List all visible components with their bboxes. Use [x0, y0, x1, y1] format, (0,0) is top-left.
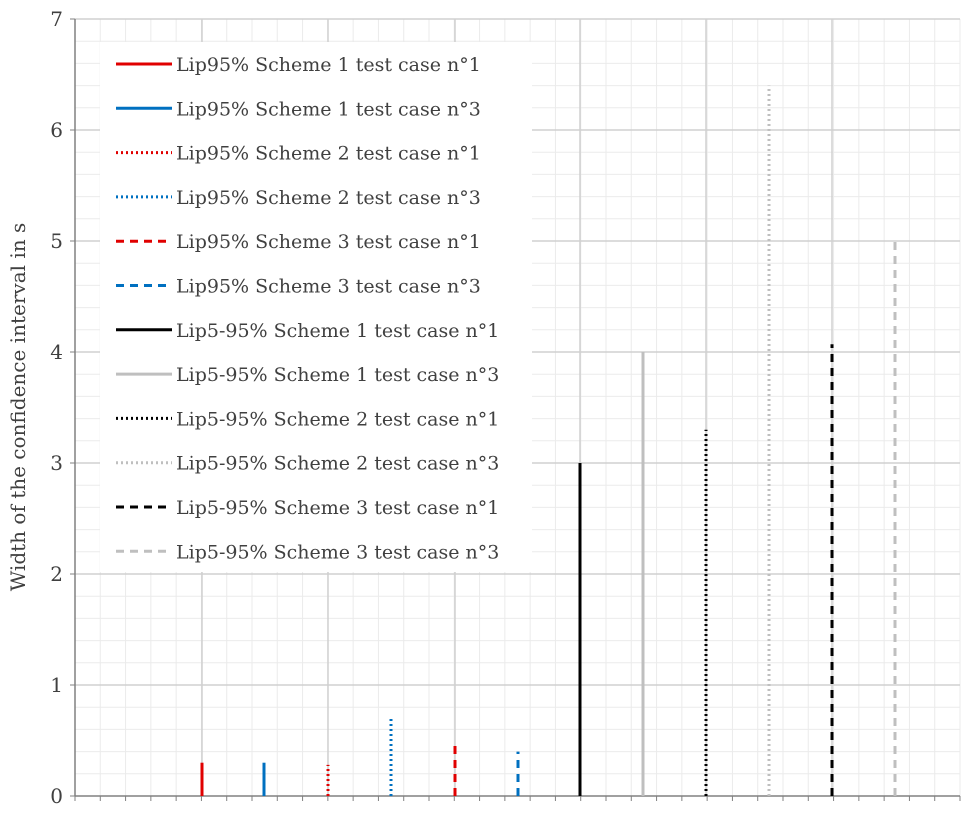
legend-label: Lip5-95% Scheme 2 test case n°3	[176, 453, 499, 475]
y-tick-label: 4	[50, 340, 63, 364]
legend-label: Lip5-95% Scheme 1 test case n°3	[176, 364, 499, 386]
legend-label: Lip5-95% Scheme 2 test case n°1	[176, 408, 499, 430]
legend-label: Lip95% Scheme 2 test case n°1	[176, 143, 481, 165]
y-tick-label: 2	[50, 562, 63, 586]
legend-label: Lip95% Scheme 2 test case n°3	[176, 187, 481, 209]
y-tick-label: 1	[50, 673, 63, 697]
legend-label: Lip95% Scheme 1 test case n°3	[176, 98, 481, 120]
y-axis-label: Width of the confidence interval in s	[6, 223, 30, 592]
y-tick-label: 3	[50, 451, 63, 475]
legend-label: Lip5-95% Scheme 3 test case n°1	[176, 497, 499, 519]
axes: 0 1 2 3 4 5 6 7	[50, 7, 961, 808]
legend: Lip95% Scheme 1 test case n°1 Lip95% Sche…	[100, 42, 532, 572]
y-tick-label: 6	[50, 118, 63, 142]
legend-label: Lip5-95% Scheme 1 test case n°1	[176, 320, 499, 342]
y-tick-label: 7	[50, 7, 63, 31]
legend-label: Lip5-95% Scheme 3 test case n°3	[176, 541, 499, 563]
legend-label: Lip95% Scheme 1 test case n°1	[176, 54, 481, 76]
legend-label: Lip95% Scheme 3 test case n°1	[176, 231, 481, 253]
y-tick-label: 0	[50, 784, 63, 808]
legend-label: Lip95% Scheme 3 test case n°3	[176, 276, 481, 298]
legend-background	[100, 42, 532, 572]
data-marks	[200, 85, 897, 796]
y-tick-label: 5	[50, 229, 63, 253]
